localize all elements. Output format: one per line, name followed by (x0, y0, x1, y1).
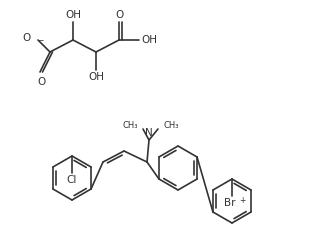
Text: OH: OH (141, 35, 157, 45)
Text: −: − (37, 37, 43, 45)
Text: O: O (37, 77, 45, 87)
Text: CH₃: CH₃ (163, 121, 179, 130)
Text: Cl: Cl (67, 175, 77, 185)
Text: N: N (145, 128, 153, 138)
Text: OH: OH (65, 10, 81, 20)
Text: O: O (23, 33, 31, 43)
Text: O: O (116, 10, 124, 20)
Text: OH: OH (88, 72, 104, 82)
Text: +: + (239, 196, 245, 205)
Text: Br: Br (224, 198, 236, 208)
Text: CH₃: CH₃ (123, 121, 138, 130)
